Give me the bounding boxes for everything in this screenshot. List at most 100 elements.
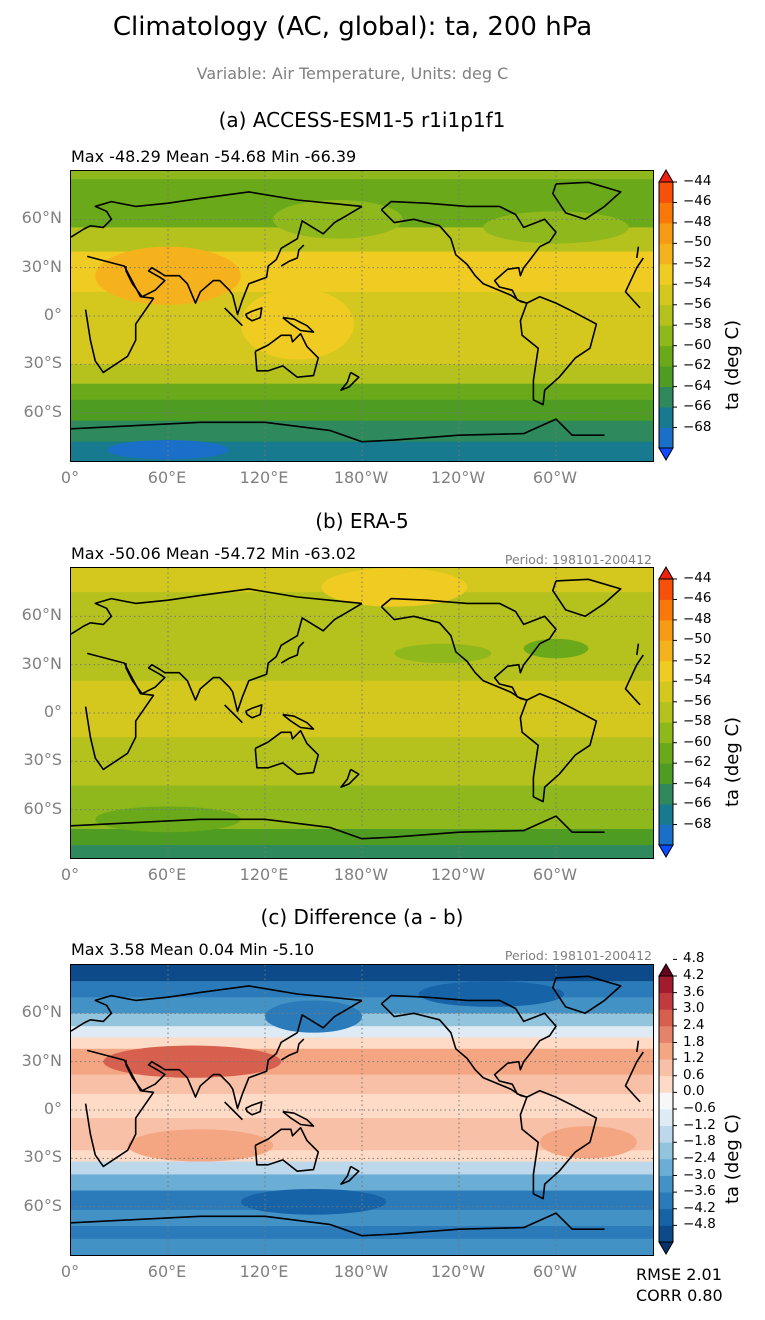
lat-tick-label: 30°S	[23, 353, 62, 373]
lat-tick-label: 60°N	[21, 208, 62, 228]
coastline-13	[71, 815, 605, 840]
coastline-13	[71, 418, 605, 443]
zonal-band-4	[71, 680, 653, 738]
coastline-1	[71, 200, 640, 259]
lon-tick-label: 120°E	[239, 1262, 289, 1281]
colorbar-segment-5	[659, 1158, 673, 1176]
colorbar-segment-8	[659, 681, 673, 703]
colorbar-segment-10	[659, 243, 673, 265]
panel-b-colorbar	[658, 566, 677, 858]
panel-c-period: Period: 198101-200412	[504, 948, 652, 963]
panel-c-colorbar-label: ta (deg C)	[722, 1113, 743, 1204]
colorbar-extend-min	[658, 1241, 674, 1255]
colorbar-tick-label: −54	[683, 672, 712, 689]
coastline-7	[282, 316, 315, 333]
panel-c-colorbar	[658, 958, 677, 1255]
colorbar-tick-label: −68	[683, 418, 712, 435]
panel-a-colorbar-label: ta (deg C)	[722, 319, 743, 410]
coastline-12	[519, 1089, 598, 1200]
coastline-1	[71, 597, 640, 656]
coastline-2	[167, 191, 363, 208]
colorbar-segment-1	[659, 427, 673, 449]
lat-tick-label: 0°	[43, 702, 62, 721]
panel-c-title: (c) Difference (a - b)	[260, 905, 464, 929]
colorbar-frame	[658, 181, 674, 449]
colorbar-segment-6	[659, 325, 673, 347]
colorbar-segment-10	[659, 1075, 673, 1093]
figure-title: Climatology (AC, global): ta, 200 hPa	[112, 12, 593, 42]
coastline-11	[552, 578, 622, 618]
colorbar-segment-1	[659, 824, 673, 846]
lon-tick-label: 0°	[60, 1262, 80, 1281]
colorbar-tick-label: 0.0	[683, 1083, 705, 1100]
coastline-13	[71, 1212, 605, 1237]
colorbar-segment-9	[659, 263, 673, 285]
colorbar-segment-9	[659, 660, 673, 682]
colorbar-tick-label: −68	[683, 815, 712, 832]
colorbar-tick-label: −2.4	[683, 1149, 716, 1166]
colorbar-segment-12	[659, 1042, 673, 1060]
lon-tick-label: 120°E	[239, 865, 289, 884]
coastline-5	[224, 307, 243, 327]
colorbar-extend-max	[658, 963, 674, 977]
coastline-2	[167, 588, 363, 605]
colorbar-tick-label: −1.2	[683, 1116, 716, 1133]
lon-tick-label: 120°W	[430, 1262, 486, 1281]
coastline-10	[380, 994, 557, 1098]
panel-a-colorbar	[658, 169, 677, 461]
lon-tick-label: 60°E	[147, 865, 187, 884]
colorbar-segment-11	[659, 619, 673, 641]
colorbar-segment-6	[659, 722, 673, 744]
coastline-10	[380, 597, 557, 701]
field-anomaly-0	[321, 568, 468, 607]
panel-a-map	[70, 170, 654, 462]
coastline-5	[224, 704, 243, 724]
field-anomaly-4	[240, 1188, 387, 1215]
coastline-12	[519, 295, 598, 406]
lon-tick-label: 120°W	[430, 468, 486, 487]
colorbar-tick-label: −0.6	[683, 1100, 716, 1116]
colorbar-tick-label: −64	[683, 377, 712, 394]
colorbar-tick-label: −58	[683, 713, 712, 730]
colorbar-segment-7	[659, 1125, 673, 1143]
field-anomaly-2	[394, 643, 492, 664]
colorbar-tick-label: −48	[683, 610, 712, 627]
lat-tick-label: 60°S	[23, 798, 62, 818]
panel-b-title: (b) ERA-5	[315, 509, 409, 533]
coastline-9	[340, 371, 360, 391]
field-anomaly-3	[95, 806, 241, 833]
colorbar-tick-label: −46	[683, 590, 712, 607]
coastline-11	[552, 181, 622, 221]
lon-tick-label: 60°W	[532, 468, 578, 487]
zonal-band-6	[71, 761, 653, 786]
colorbar-tick-label: 1.2	[683, 1050, 705, 1067]
colorbar-tick-label: −48	[683, 213, 712, 230]
colorbar-extend-max	[658, 566, 674, 580]
zonal-band-9	[71, 829, 653, 846]
panel-c-map	[70, 964, 654, 1256]
colorbar-tick-label: −44	[683, 570, 712, 586]
colorbar-tick-label: −62	[683, 754, 712, 771]
coastline-10	[380, 200, 557, 304]
coastline-2	[167, 985, 363, 1002]
colorbar-segment-7	[659, 701, 673, 723]
coastline-4	[280, 1038, 305, 1061]
coastline-11	[552, 975, 622, 1015]
field-anomaly-3	[539, 1126, 637, 1159]
colorbar-segment-4	[659, 1175, 673, 1193]
coastline-4	[280, 641, 305, 664]
colorbar-segment-10	[659, 640, 673, 662]
lat-tick-label: 30°N	[21, 256, 62, 276]
lon-tick-label: 0°	[60, 865, 80, 884]
lat-tick-label: 30°S	[23, 750, 62, 770]
colorbar-tick-label: −4.2	[683, 1199, 716, 1216]
colorbar-segment-16	[659, 976, 673, 994]
colorbar-segment-11	[659, 1059, 673, 1077]
field-anomaly-1	[265, 1000, 362, 1033]
coastline-1	[71, 994, 640, 1053]
colorbar-tick-label: −52	[683, 651, 712, 668]
colorbar-tick-label: −50	[683, 234, 712, 251]
coastline-8	[254, 332, 320, 378]
colorbar-segment-15	[659, 992, 673, 1010]
rmse-label: RMSE 2.01	[636, 1265, 722, 1284]
